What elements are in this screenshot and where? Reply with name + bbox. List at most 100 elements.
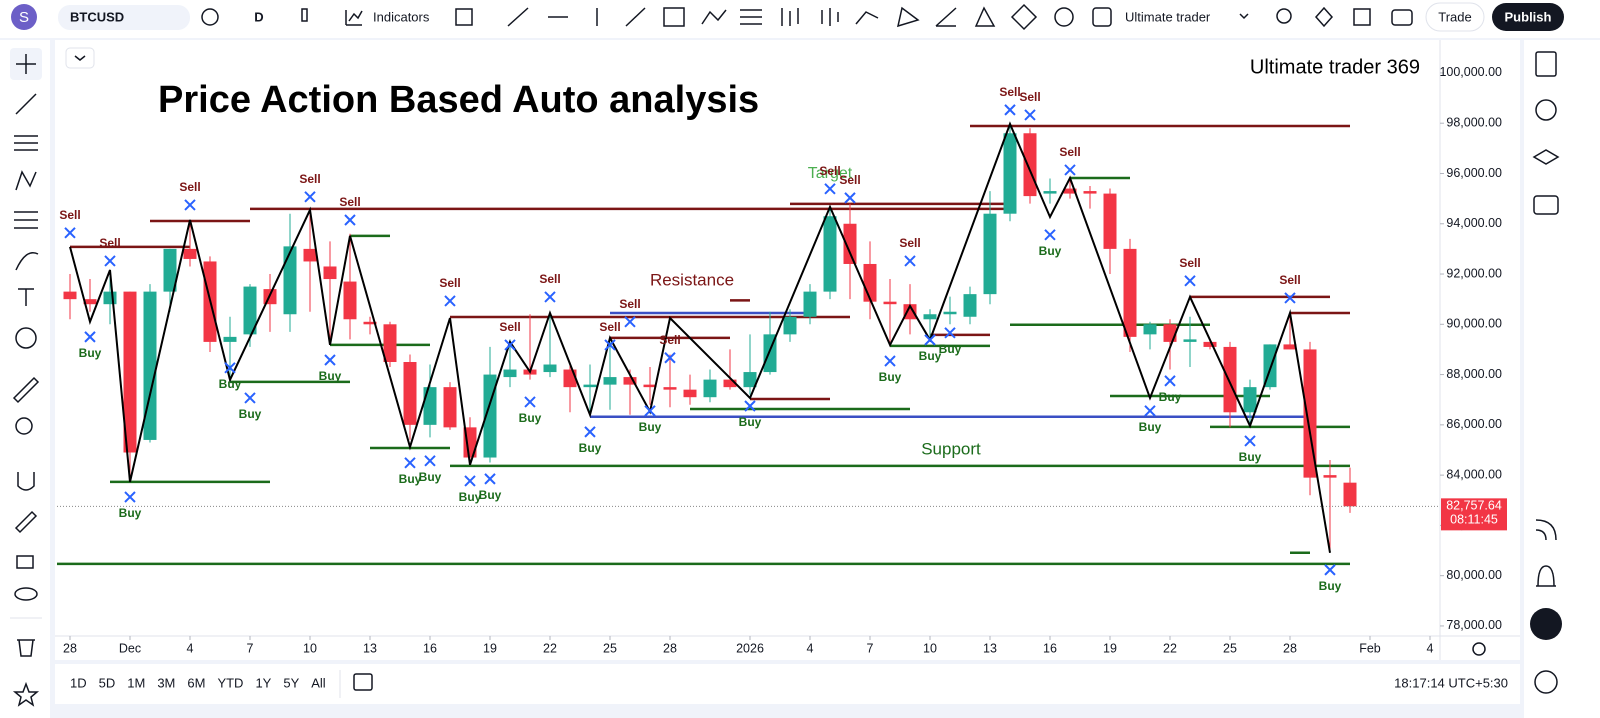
range-button[interactable]: 3M xyxy=(157,675,175,690)
axis-settings-icon[interactable] xyxy=(1472,642,1486,656)
layout-icon[interactable] xyxy=(455,8,473,26)
fib-icon[interactable] xyxy=(740,9,762,25)
triangle-icon[interactable] xyxy=(896,6,920,28)
path-icon[interactable] xyxy=(701,9,727,25)
snapshot-icon[interactable] xyxy=(1391,9,1413,26)
candle-body xyxy=(743,372,757,388)
x-tick-label: 16 xyxy=(423,641,437,655)
top-toolbar xyxy=(0,0,1600,38)
interval[interactable]: D xyxy=(254,9,263,24)
signal-label: Sell xyxy=(1059,145,1080,159)
range-button[interactable]: 5Y xyxy=(283,675,299,690)
candle-body xyxy=(583,384,597,388)
alerts-icon[interactable] xyxy=(1535,99,1557,121)
candle-body xyxy=(323,266,337,280)
candle-body xyxy=(1143,324,1157,335)
target-icon[interactable] xyxy=(1054,7,1074,27)
x-tick-label: 22 xyxy=(1163,641,1177,655)
signal-label: Sell xyxy=(1019,90,1040,104)
trade-button[interactable] xyxy=(1425,2,1485,32)
indicators-icon[interactable] xyxy=(345,10,363,26)
range-button[interactable]: 1D xyxy=(70,675,87,690)
candle-body xyxy=(1023,133,1037,197)
signal-marker xyxy=(644,405,656,417)
candles-icon[interactable] xyxy=(821,8,839,26)
indicators[interactable]: Indicators xyxy=(373,9,430,24)
chart-title: Price Action Based Auto analysis xyxy=(158,79,759,121)
favorites-icon[interactable] xyxy=(12,681,40,707)
angle-icon[interactable] xyxy=(935,7,957,27)
rectangle-icon[interactable] xyxy=(663,7,685,27)
emoji-icon[interactable] xyxy=(15,327,37,349)
range-button[interactable]: 1Y xyxy=(255,675,271,690)
range-button[interactable]: 5D xyxy=(99,675,116,690)
forecast-icon[interactable] xyxy=(14,211,38,229)
brush-icon[interactable] xyxy=(15,252,39,271)
volume-icon[interactable] xyxy=(781,8,799,26)
add-symbol-icon[interactable] xyxy=(201,8,219,26)
y-tick-label: 90,000.00 xyxy=(1446,317,1502,331)
signal-marker xyxy=(884,355,896,367)
notifications-icon[interactable] xyxy=(1536,565,1556,587)
plot: SellSellSellSellSellSellSellSellSellSell… xyxy=(57,85,1357,593)
alert-icon[interactable] xyxy=(1276,8,1292,24)
trash-icon[interactable] xyxy=(17,639,35,657)
visibility-icon[interactable] xyxy=(14,587,38,601)
apps-button[interactable] xyxy=(1530,608,1562,640)
signal-marker xyxy=(1024,109,1036,121)
range-button[interactable]: YTD xyxy=(217,675,243,690)
help-icon[interactable] xyxy=(1534,670,1558,694)
line-tool-icon[interactable] xyxy=(15,93,37,115)
layout-name[interactable]: Ultimate trader xyxy=(1125,9,1211,24)
signal-label: Sell xyxy=(339,195,360,209)
chart-type-icon[interactable] xyxy=(301,8,308,22)
pattern-icon[interactable] xyxy=(15,170,37,191)
layout-dropdown[interactable] xyxy=(1239,13,1249,20)
ray-icon[interactable] xyxy=(625,7,646,27)
chat-icon[interactable] xyxy=(1533,195,1559,215)
range-button[interactable]: All xyxy=(311,675,326,690)
magnet-icon[interactable] xyxy=(17,472,35,491)
signal-label: Sell xyxy=(899,236,920,250)
signal-label: Sell xyxy=(999,85,1020,99)
candle-body xyxy=(983,213,997,295)
ruler-icon[interactable] xyxy=(12,376,40,404)
layout-checkbox[interactable] xyxy=(1092,7,1112,27)
head-shoulders-icon[interactable] xyxy=(974,6,996,27)
watchlist-icon[interactable] xyxy=(1535,51,1557,77)
range-button[interactable]: 6M xyxy=(187,675,205,690)
trend-line-icon[interactable] xyxy=(507,7,529,27)
signal-marker xyxy=(924,334,936,346)
crosshair-icon[interactable] xyxy=(16,54,36,74)
signal-marker xyxy=(1144,405,1156,417)
xabcd-icon[interactable] xyxy=(855,11,879,25)
candle-body xyxy=(863,263,877,302)
range-button[interactable]: 1M xyxy=(127,675,145,690)
bottom-toolbar xyxy=(55,664,1520,704)
settings-icon[interactable] xyxy=(1314,6,1334,28)
candle-body xyxy=(843,223,857,264)
signal-label: Sell xyxy=(439,276,460,290)
lock-draw-icon[interactable] xyxy=(14,510,38,534)
signal-label: Buy xyxy=(919,349,942,363)
feed-icon[interactable] xyxy=(1535,519,1557,541)
elliott-icon[interactable] xyxy=(1010,3,1038,31)
publish-button[interactable] xyxy=(1492,3,1564,31)
fullscreen-icon[interactable] xyxy=(1353,8,1371,26)
candle-body xyxy=(1043,191,1057,194)
text-icon[interactable] xyxy=(18,288,34,306)
symbol-search[interactable] xyxy=(58,5,190,30)
signal-label: Buy xyxy=(79,346,102,360)
collapse-button[interactable] xyxy=(65,47,95,69)
symbol: BTCUSD xyxy=(70,9,124,24)
candle-body xyxy=(963,294,977,317)
zoom-icon[interactable] xyxy=(15,417,33,435)
layers-icon[interactable] xyxy=(1532,149,1560,165)
date-range-icon[interactable] xyxy=(353,673,373,691)
x-tick-label: 28 xyxy=(1283,641,1297,655)
lock-icon[interactable] xyxy=(16,555,34,569)
avatar[interactable] xyxy=(11,4,37,30)
channel-icon[interactable] xyxy=(14,135,38,151)
x-tick-label: Feb xyxy=(1359,641,1381,655)
